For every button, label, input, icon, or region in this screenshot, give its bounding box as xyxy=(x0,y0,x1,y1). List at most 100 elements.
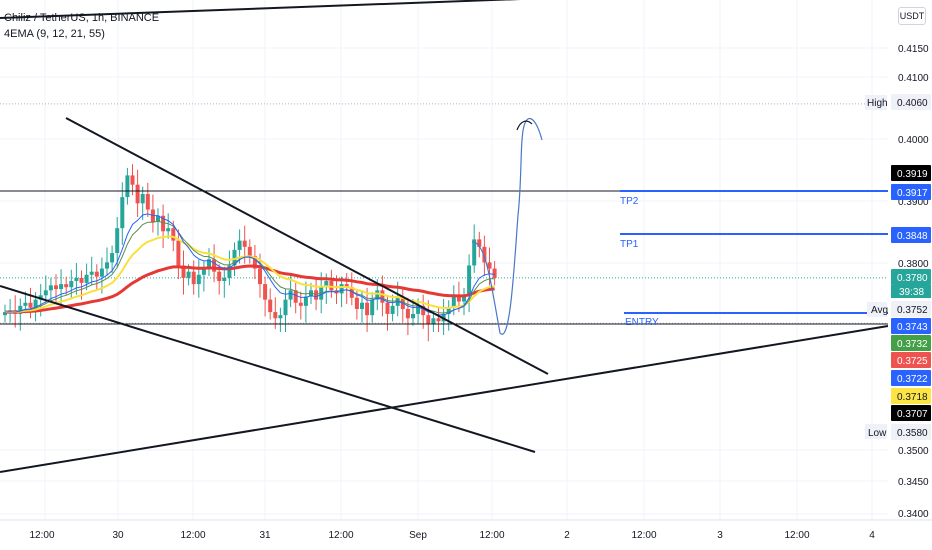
avg-label: Avg xyxy=(871,305,888,316)
price-tag-value: 0.3722 xyxy=(897,374,928,385)
price-tag-bg xyxy=(891,301,931,317)
price-tag-value: 0.3732 xyxy=(897,339,928,350)
candle-body xyxy=(411,313,415,319)
time-tick: 12:00 xyxy=(29,530,54,541)
candle-body xyxy=(324,281,329,288)
candle-body xyxy=(487,262,492,269)
price-tag-value: 0.3580 xyxy=(897,428,928,439)
price-tag-bg xyxy=(891,405,931,421)
chart-legend: Chiliz / TetherUS, 1h, BINANCE 4EMA (9, … xyxy=(4,10,159,42)
candle-body xyxy=(436,318,441,322)
price-tag-bg xyxy=(891,318,931,334)
candle-body xyxy=(405,308,410,319)
time-tick: 31 xyxy=(259,530,271,541)
candle-body xyxy=(451,296,456,308)
candle-body xyxy=(370,299,375,316)
candle-body xyxy=(227,265,232,278)
candle-body xyxy=(130,175,135,185)
price-tick: 0.4150 xyxy=(898,44,929,55)
candle-body xyxy=(99,268,104,277)
candle-body xyxy=(64,284,69,288)
dotted-reference-lines xyxy=(0,103,888,324)
candle-body xyxy=(84,274,89,283)
candle-body xyxy=(344,284,349,288)
time-tick: 30 xyxy=(112,530,124,541)
time-tick: 12:00 xyxy=(479,530,504,541)
time-tick: 3 xyxy=(717,530,723,541)
candle-body xyxy=(416,305,421,314)
price-tag-bg xyxy=(891,94,931,110)
candle-body xyxy=(273,312,278,319)
candle-body xyxy=(247,246,252,257)
price-tick: 0.3400 xyxy=(898,509,929,520)
candle-body xyxy=(283,299,288,316)
trendline-drawings[interactable] xyxy=(0,0,889,473)
indicator-title[interactable]: 4EMA (9, 12, 21, 55) xyxy=(4,28,105,40)
price-tick: 0.4100 xyxy=(898,73,929,84)
symbol-title[interactable]: Chiliz / TetherUS, 1h, BINANCE xyxy=(4,12,160,24)
candle-body xyxy=(492,268,497,278)
price-tick: 0.3450 xyxy=(898,477,929,488)
time-tick: 12:00 xyxy=(631,530,656,541)
high-label: High xyxy=(867,98,888,109)
candle-body xyxy=(43,290,48,296)
price-axis[interactable]: 0.4150 0.4100 0.4000 0.3900 0.3800 0.350… xyxy=(888,0,932,520)
candle-body xyxy=(186,271,191,278)
candle-body xyxy=(94,271,99,277)
candle-body xyxy=(446,307,451,314)
candle-body xyxy=(462,295,466,302)
candle-body xyxy=(212,259,217,272)
price-tick: 0.3800 xyxy=(898,259,929,270)
candle-body xyxy=(196,274,201,285)
candle-body xyxy=(303,296,308,306)
price-tag-bg xyxy=(891,335,931,351)
projection-arrow-tip xyxy=(516,120,533,131)
candle-body xyxy=(278,315,283,319)
price-tag-bg xyxy=(891,388,931,404)
candle-body xyxy=(38,295,43,300)
candle-body xyxy=(242,240,247,247)
candle-body xyxy=(421,305,426,316)
candle-body xyxy=(59,284,64,290)
price-tag-bg xyxy=(891,227,931,243)
price-tag-bg xyxy=(891,424,931,440)
candle-body xyxy=(135,184,140,204)
chart-grid xyxy=(0,0,888,520)
price-tick: 0.3500 xyxy=(898,446,929,457)
candle-body xyxy=(48,285,53,291)
candle-body xyxy=(125,175,130,198)
candle-body xyxy=(237,240,242,250)
candle-body xyxy=(482,246,487,263)
candle-body xyxy=(360,302,364,309)
price-tag-value: 0.3718 xyxy=(897,392,928,403)
currency-button[interactable]: USDT xyxy=(898,7,926,25)
trendline-upper-channel xyxy=(65,117,549,375)
candle-body xyxy=(222,277,227,281)
candle-body xyxy=(288,290,293,300)
candle-body xyxy=(166,228,171,232)
candle-body xyxy=(467,265,472,296)
price-tag-value: 0.3743 xyxy=(897,322,928,333)
price-tag-bg xyxy=(891,269,931,285)
price-tick: 0.4000 xyxy=(898,135,929,146)
candle-body xyxy=(201,268,206,275)
time-tick: 12:00 xyxy=(328,530,353,541)
price-tag-value: 0.3752 xyxy=(897,305,928,316)
ema-lines xyxy=(4,213,495,316)
candle-body xyxy=(28,302,33,308)
candle-body xyxy=(79,277,84,283)
trendline-top xyxy=(0,0,521,19)
low-label: Low xyxy=(868,428,887,439)
candle-body xyxy=(477,239,482,247)
candle-body xyxy=(217,271,222,281)
candle-body xyxy=(472,239,477,266)
candle-body xyxy=(191,271,196,285)
time-axis[interactable]: 12:00 30 12:00 31 12:00 Sep 12:00 2 12:00 3 12:00 4 xyxy=(0,519,932,541)
candle-body xyxy=(161,215,166,232)
projection-brush-drawing xyxy=(471,117,543,335)
candle-body xyxy=(380,290,385,303)
candle-body xyxy=(349,287,354,298)
time-tick: 12:00 xyxy=(784,530,809,541)
trendline-support xyxy=(0,325,889,473)
